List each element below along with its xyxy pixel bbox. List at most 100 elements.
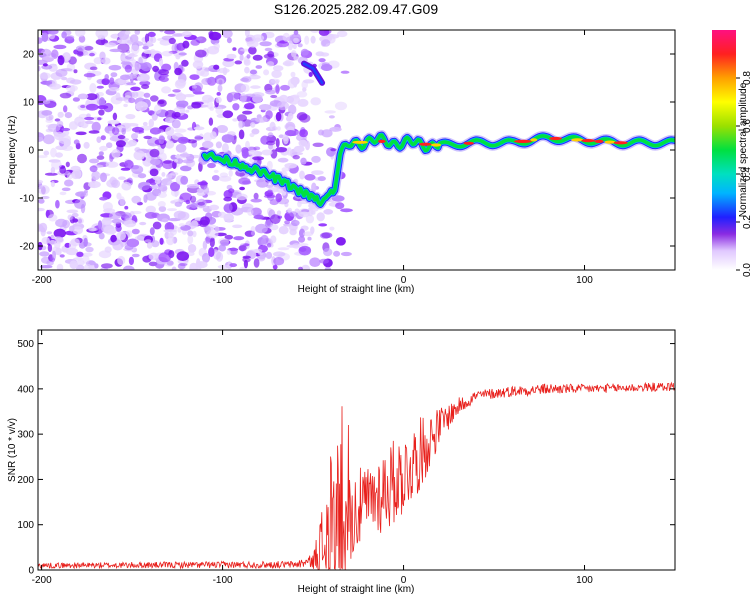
- spectrogram-noise-cell: [196, 263, 202, 270]
- spectrogram-noise-cell: [98, 97, 106, 108]
- spectrogram-noise-cell: [229, 263, 237, 268]
- spectrogram-noise-cell: [172, 89, 181, 93]
- spectrogram-noise-cell: [39, 265, 53, 269]
- spectrogram-noise-cell: [320, 52, 330, 57]
- spectrogram-noise-cell: [136, 76, 144, 81]
- spectrogram-noise-cell: [203, 226, 215, 231]
- spectrogram-noise-cell: [96, 155, 105, 160]
- spectrogram-noise-cell: [61, 187, 71, 192]
- spectrogram-noise-cell: [65, 84, 78, 92]
- spectrogram-noise-cell: [273, 257, 285, 266]
- colorbar-tick-label: 0.4: [742, 167, 750, 181]
- spectrogram-noise-cell: [164, 140, 175, 149]
- spectrogram-noise-cell: [308, 72, 313, 77]
- spectrogram-noise-cell: [95, 30, 109, 39]
- spectrogram-noise-cell: [222, 59, 235, 68]
- spectrogram-noise-cell: [213, 64, 220, 70]
- spectrogram-noise-cell: [242, 110, 253, 115]
- spectrogram-noise-cell: [270, 94, 278, 99]
- spectrogram-noise-cell: [324, 266, 332, 270]
- spectrogram-noise-cell: [57, 111, 64, 118]
- spectrogram-noise-cell: [150, 95, 159, 102]
- spectrogram-noise-cell: [336, 30, 348, 38]
- spectrogram-noise-cell: [323, 209, 334, 215]
- spectrogram-noise-cell: [175, 93, 187, 101]
- spectrogram-noise-cell: [117, 135, 126, 140]
- spectrogram-noise-cell: [40, 48, 52, 58]
- spectrogram-noise-cell: [272, 264, 278, 270]
- spectrogram-noise-cell: [247, 208, 254, 216]
- spectrogram-noise-cell: [41, 237, 50, 245]
- spectrogram-noise-cell: [277, 101, 289, 111]
- spectrogram-x-tick-label: -200: [32, 275, 52, 286]
- spectrogram-noise-cell: [282, 62, 292, 66]
- spectrogram-noise-cell: [103, 208, 116, 214]
- spectrogram-noise-cell: [180, 165, 192, 172]
- snr-x-tick-label: 100: [576, 575, 593, 586]
- spectrogram-noise-cell: [297, 200, 302, 208]
- spectrogram-noise-cell: [234, 60, 243, 65]
- spectrogram-noise-cell: [108, 212, 122, 220]
- spectrogram-noise-cell: [200, 70, 210, 77]
- spectrogram-x-tick-label: 100: [576, 275, 593, 286]
- spectrogram-noise-cell: [224, 234, 234, 240]
- spectrogram-noise-cell: [196, 188, 204, 193]
- spectrogram-noise-cell: [216, 125, 228, 133]
- colorbar-tick-label: 0.6: [742, 119, 750, 133]
- spectrogram-noise-cell: [252, 92, 265, 98]
- spectrogram-noise-cell: [123, 159, 134, 170]
- spectrogram-noise-cell: [298, 139, 308, 147]
- spectrogram-noise-cell: [236, 193, 248, 201]
- spectrogram-heatmap: [38, 30, 675, 270]
- spectrogram-noise-cell: [321, 232, 333, 239]
- spectrogram-noise-cell: [300, 48, 309, 56]
- spectrogram-noise-cell: [69, 121, 78, 130]
- spectrogram-noise-cell: [152, 176, 163, 181]
- spectrogram-noise-cell: [121, 127, 126, 135]
- spectrogram-noise-cell: [207, 162, 216, 169]
- spectrogram-noise-cell: [124, 244, 134, 251]
- spectrogram-noise-cell: [41, 110, 53, 116]
- spectrogram-noise-cell: [126, 82, 137, 86]
- spectrogram-noise-cell: [107, 120, 120, 125]
- spectrogram-noise-cell: [38, 184, 50, 195]
- spectrogram-noise-cell: [67, 214, 73, 221]
- spectrogram-noise-cell: [312, 142, 324, 147]
- spectrogram-noise-cell: [340, 70, 350, 74]
- spectrogram-noise-cell: [112, 112, 118, 121]
- spectrogram-noise-cell: [248, 46, 257, 55]
- spectrogram-noise-cell: [321, 39, 331, 47]
- spectrogram-noise-cell: [193, 126, 205, 131]
- spectrogram-y-tick-label: -20: [20, 242, 35, 253]
- spectrogram-noise-cell: [252, 156, 265, 161]
- spectrogram-noise-cell: [226, 37, 232, 44]
- spectrogram-noise-cell: [130, 44, 140, 55]
- spectrogram-noise-cell: [133, 150, 146, 161]
- spectrogram-upper-ridge-core: [302, 62, 324, 85]
- spectrogram-noise-cell: [56, 263, 64, 270]
- spectrogram-noise-cell: [296, 91, 308, 98]
- spectrogram-noise-cell: [64, 112, 73, 119]
- spectrogram-noise-cell: [140, 62, 152, 72]
- spectrogram-noise-cell: [299, 170, 305, 180]
- spectrogram-peak: [613, 141, 628, 145]
- spectrogram-noise-cell: [116, 192, 122, 200]
- spectrogram-noise-cell: [310, 97, 322, 106]
- spectrogram-noise-cell: [284, 220, 290, 225]
- spectrogram-noise-cell: [159, 39, 172, 46]
- spectrogram-noise-cell: [215, 141, 222, 149]
- chart-title: S126.2025.282.09.47.G09: [274, 1, 438, 17]
- snr-y-tick-label: 100: [17, 520, 34, 531]
- spectrogram-noise-cell: [327, 34, 340, 39]
- spectrogram-noise-cell: [170, 181, 180, 192]
- spectrogram-noise-cell: [164, 222, 175, 232]
- spectrogram-noise-cell: [149, 148, 160, 158]
- spectrogram-noise-cell: [137, 56, 147, 64]
- spectrogram-noise-cell: [228, 169, 233, 177]
- spectrogram-noise-cell: [200, 216, 210, 226]
- spectrogram-noise-cell: [170, 200, 176, 204]
- spectrogram-noise-cell: [275, 147, 288, 153]
- spectrogram-noise-cell: [147, 110, 155, 115]
- spectrogram-noise-cell: [70, 165, 81, 172]
